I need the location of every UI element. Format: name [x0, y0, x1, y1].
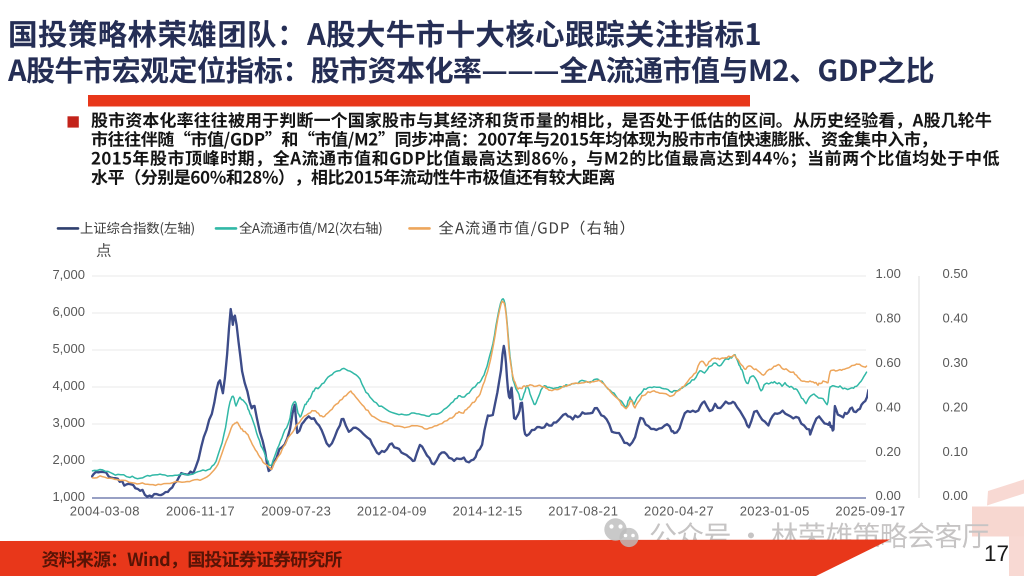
svg-text:7,000: 7,000 [52, 267, 85, 282]
svg-text:6,000: 6,000 [52, 304, 85, 319]
svg-text:0.30: 0.30 [943, 355, 968, 370]
svg-text:2025-09-17: 2025-09-17 [835, 503, 905, 518]
svg-text:2014-12-15: 2014-12-15 [453, 503, 523, 518]
svg-text:0.00: 0.00 [876, 488, 901, 503]
svg-text:0.40: 0.40 [876, 399, 901, 414]
svg-text:2020-04-27: 2020-04-27 [644, 503, 714, 518]
svg-text:1.00: 1.00 [876, 266, 901, 281]
svg-text:0.20: 0.20 [943, 399, 968, 414]
svg-text:2017-08-21: 2017-08-21 [548, 503, 618, 518]
svg-text:1,000: 1,000 [52, 489, 85, 504]
svg-text:0.60: 0.60 [876, 355, 901, 370]
svg-text:0.80: 0.80 [876, 311, 901, 326]
svg-text:3,000: 3,000 [52, 415, 85, 430]
svg-text:0.50: 0.50 [943, 266, 968, 281]
svg-text:17: 17 [984, 541, 1009, 566]
svg-text:0.40: 0.40 [943, 311, 968, 326]
svg-text:5,000: 5,000 [52, 341, 85, 356]
svg-text:0.10: 0.10 [943, 444, 968, 459]
svg-text:2,000: 2,000 [52, 452, 85, 467]
svg-text:2023-01-05: 2023-01-05 [740, 503, 810, 518]
svg-text:4,000: 4,000 [52, 378, 85, 393]
svg-text:2004-03-08: 2004-03-08 [70, 503, 140, 518]
svg-text:2009-07-23: 2009-07-23 [261, 503, 331, 518]
svg-text:0.00: 0.00 [943, 488, 968, 503]
svg-text:0.20: 0.20 [876, 444, 901, 459]
svg-text:2012-04-09: 2012-04-09 [357, 503, 427, 518]
svg-text:2006-11-17: 2006-11-17 [166, 503, 235, 518]
